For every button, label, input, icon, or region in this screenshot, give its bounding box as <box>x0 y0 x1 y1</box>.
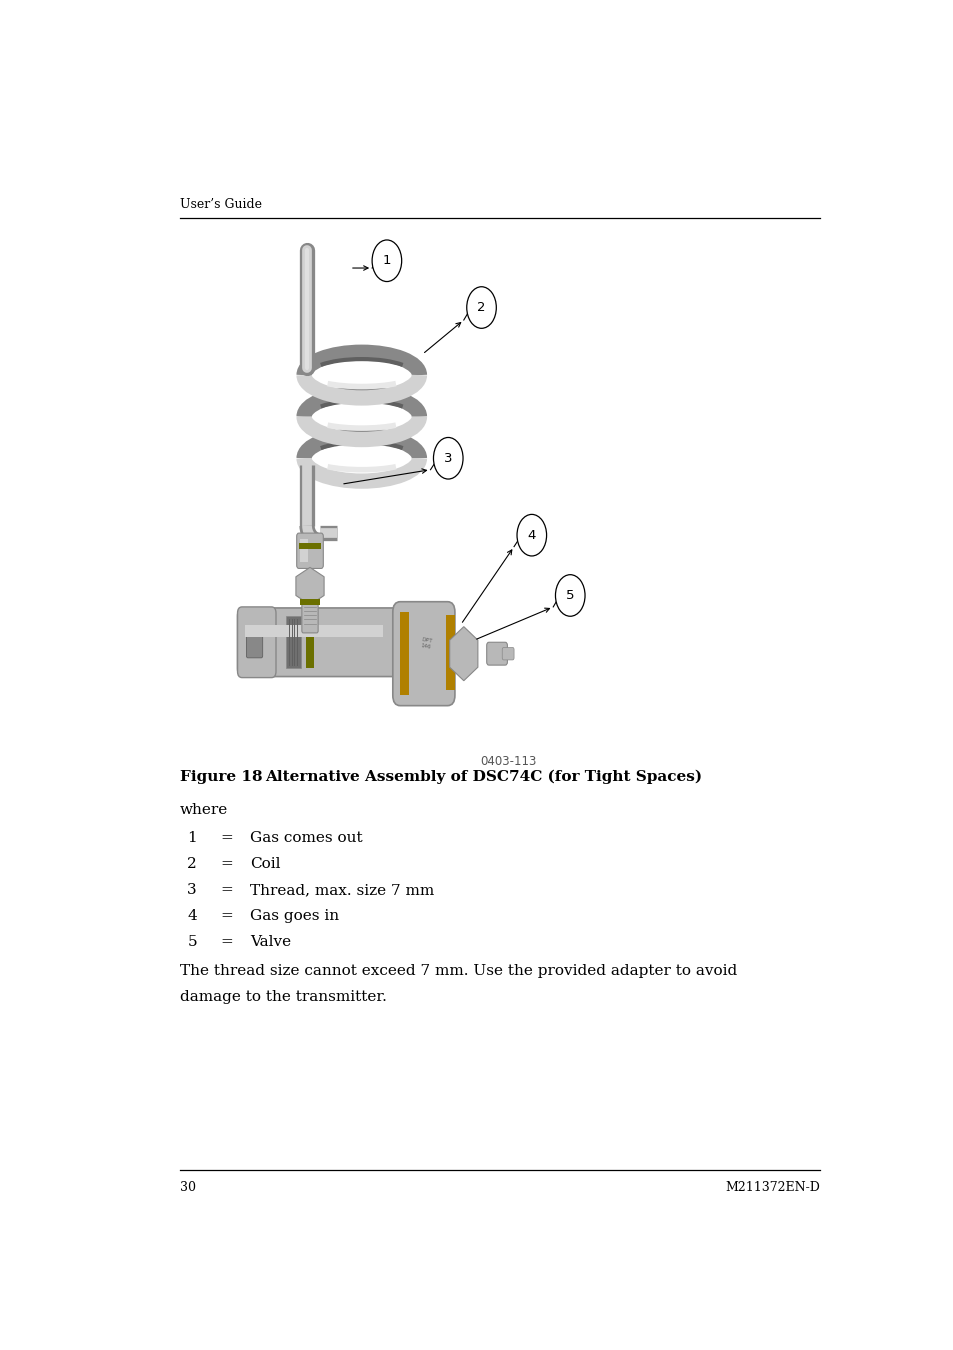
Text: 2: 2 <box>187 857 197 872</box>
Bar <box>251 657 396 668</box>
Text: 1: 1 <box>187 832 197 845</box>
Circle shape <box>555 575 584 616</box>
Circle shape <box>372 240 401 282</box>
Bar <box>245 625 383 637</box>
FancyBboxPatch shape <box>246 626 262 657</box>
Text: Gas goes in: Gas goes in <box>250 910 339 923</box>
Circle shape <box>433 437 462 479</box>
Bar <box>300 540 308 562</box>
Text: 0403-113: 0403-113 <box>480 755 537 768</box>
FancyBboxPatch shape <box>237 608 416 676</box>
FancyBboxPatch shape <box>301 602 317 633</box>
Text: Gas comes out: Gas comes out <box>250 832 362 845</box>
Text: 5: 5 <box>187 936 196 949</box>
Bar <box>298 543 321 549</box>
Text: where: where <box>180 803 228 817</box>
Text: =: = <box>220 936 233 949</box>
Text: Coil: Coil <box>250 857 280 872</box>
Bar <box>400 612 409 695</box>
Text: Thread, max. size 7 mm: Thread, max. size 7 mm <box>250 883 434 898</box>
Text: 4: 4 <box>187 910 197 923</box>
Text: DPT
146: DPT 146 <box>419 637 432 649</box>
Bar <box>299 598 320 605</box>
FancyBboxPatch shape <box>237 608 275 678</box>
Text: 2: 2 <box>476 301 485 315</box>
Text: =: = <box>220 832 233 845</box>
Text: M211372EN-D: M211372EN-D <box>724 1181 820 1193</box>
Text: The thread size cannot exceed 7 mm. Use the provided adapter to avoid: The thread size cannot exceed 7 mm. Use … <box>180 964 737 979</box>
Text: 5: 5 <box>565 589 574 602</box>
FancyBboxPatch shape <box>501 648 514 660</box>
Text: 1: 1 <box>382 254 391 267</box>
Polygon shape <box>449 626 477 680</box>
Text: Valve: Valve <box>250 936 291 949</box>
Text: Alternative Assembly of DSC74C (for Tight Spaces): Alternative Assembly of DSC74C (for Tigh… <box>265 769 701 784</box>
Text: 4: 4 <box>527 529 536 541</box>
Text: =: = <box>220 910 233 923</box>
Text: Figure 18: Figure 18 <box>180 769 262 784</box>
Text: 30: 30 <box>180 1181 195 1193</box>
Text: =: = <box>220 883 233 898</box>
Polygon shape <box>295 567 324 605</box>
Bar <box>446 616 455 690</box>
FancyBboxPatch shape <box>393 602 455 706</box>
Circle shape <box>466 286 496 328</box>
Bar <box>286 616 301 668</box>
FancyBboxPatch shape <box>296 533 323 568</box>
Circle shape <box>517 514 546 556</box>
FancyBboxPatch shape <box>486 643 507 666</box>
Text: 3: 3 <box>443 452 452 464</box>
Text: =: = <box>220 857 233 872</box>
Text: 3: 3 <box>187 883 196 898</box>
Text: User’s Guide: User’s Guide <box>180 198 262 211</box>
Bar <box>306 616 314 668</box>
Text: damage to the transmitter.: damage to the transmitter. <box>180 991 386 1004</box>
